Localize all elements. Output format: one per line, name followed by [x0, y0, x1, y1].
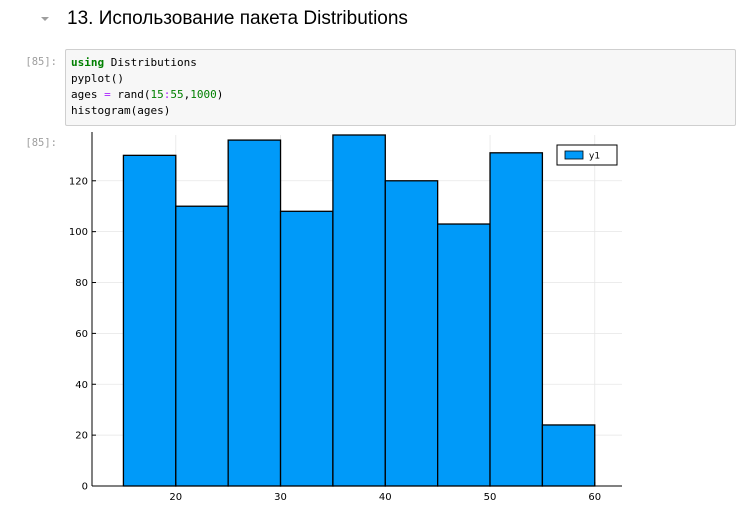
- y-tick-label: 100: [69, 227, 88, 238]
- histogram-bar: [489, 152, 544, 487]
- code-number: 15: [150, 88, 164, 101]
- x-tick-label: 60: [588, 492, 601, 503]
- code-operator: :: [163, 88, 171, 101]
- histogram-bars: [122, 134, 596, 487]
- code-text: ages: [71, 88, 105, 101]
- histogram-bar: [332, 134, 386, 487]
- histogram-bar: [175, 205, 229, 487]
- code-text: ): [216, 88, 224, 101]
- histogram-chart: 20 30 40 50 60 0 20 40 60 80 100 120 y1: [69, 132, 622, 503]
- y-tick-label: 0: [82, 482, 88, 493]
- code-editor[interactable]: using Distributions pyplot() ages = rand(1…: [71, 55, 223, 119]
- code-line: using Distributions: [71, 55, 223, 71]
- y-tick-label: 20: [75, 431, 88, 442]
- y-tick-label: 80: [75, 278, 88, 289]
- code-text: rand(: [110, 88, 151, 101]
- histogram-bar: [122, 154, 177, 487]
- code-number: 55: [170, 88, 184, 101]
- legend: y1: [556, 144, 618, 166]
- code-text: Distributions: [104, 56, 197, 69]
- collapse-caret-icon[interactable]: [38, 12, 52, 26]
- legend-swatch: [564, 150, 584, 160]
- y-tick-label: 40: [75, 380, 88, 391]
- x-tick-label: 50: [484, 492, 497, 503]
- code-line: ages = rand(15:55,1000): [71, 87, 223, 103]
- code-line: pyplot(): [71, 72, 124, 85]
- histogram-bar: [227, 139, 282, 487]
- code-keyword: using: [71, 56, 105, 69]
- output-prompt: [85]:: [25, 137, 57, 149]
- chart-axes: [91, 132, 622, 487]
- legend-box: [556, 144, 618, 166]
- input-prompt: [85]:: [25, 56, 57, 68]
- x-tick-label: 40: [379, 492, 392, 503]
- code-number: 1000: [190, 88, 217, 101]
- code-cell[interactable]: using Distributions pyplot() ages = rand(1…: [65, 49, 736, 126]
- legend-label: y1: [589, 152, 600, 162]
- histogram-bar: [384, 180, 439, 487]
- code-operator: =: [104, 88, 111, 101]
- code-line: histogram(ages): [71, 104, 171, 117]
- y-tick-label: 60: [75, 329, 88, 340]
- histogram-bar: [279, 210, 334, 487]
- code-text: ,: [183, 88, 191, 101]
- x-tick-label: 20: [169, 492, 182, 503]
- histogram-bar: [437, 223, 491, 487]
- section-title: 13. Использование пакета Distributions: [67, 8, 408, 29]
- section-heading: 13. Использование пакета Distributions: [0, 0, 737, 40]
- histogram-bar: [541, 424, 596, 487]
- tick-labels: 20 30 40 50 60 0 20 40 60 80 100 120: [69, 176, 601, 503]
- output-area: 20 30 40 50 60 0 20 40 60 80 100 120 y1: [65, 130, 665, 505]
- x-tick-label: 30: [274, 492, 287, 503]
- y-tick-label: 120: [69, 176, 88, 187]
